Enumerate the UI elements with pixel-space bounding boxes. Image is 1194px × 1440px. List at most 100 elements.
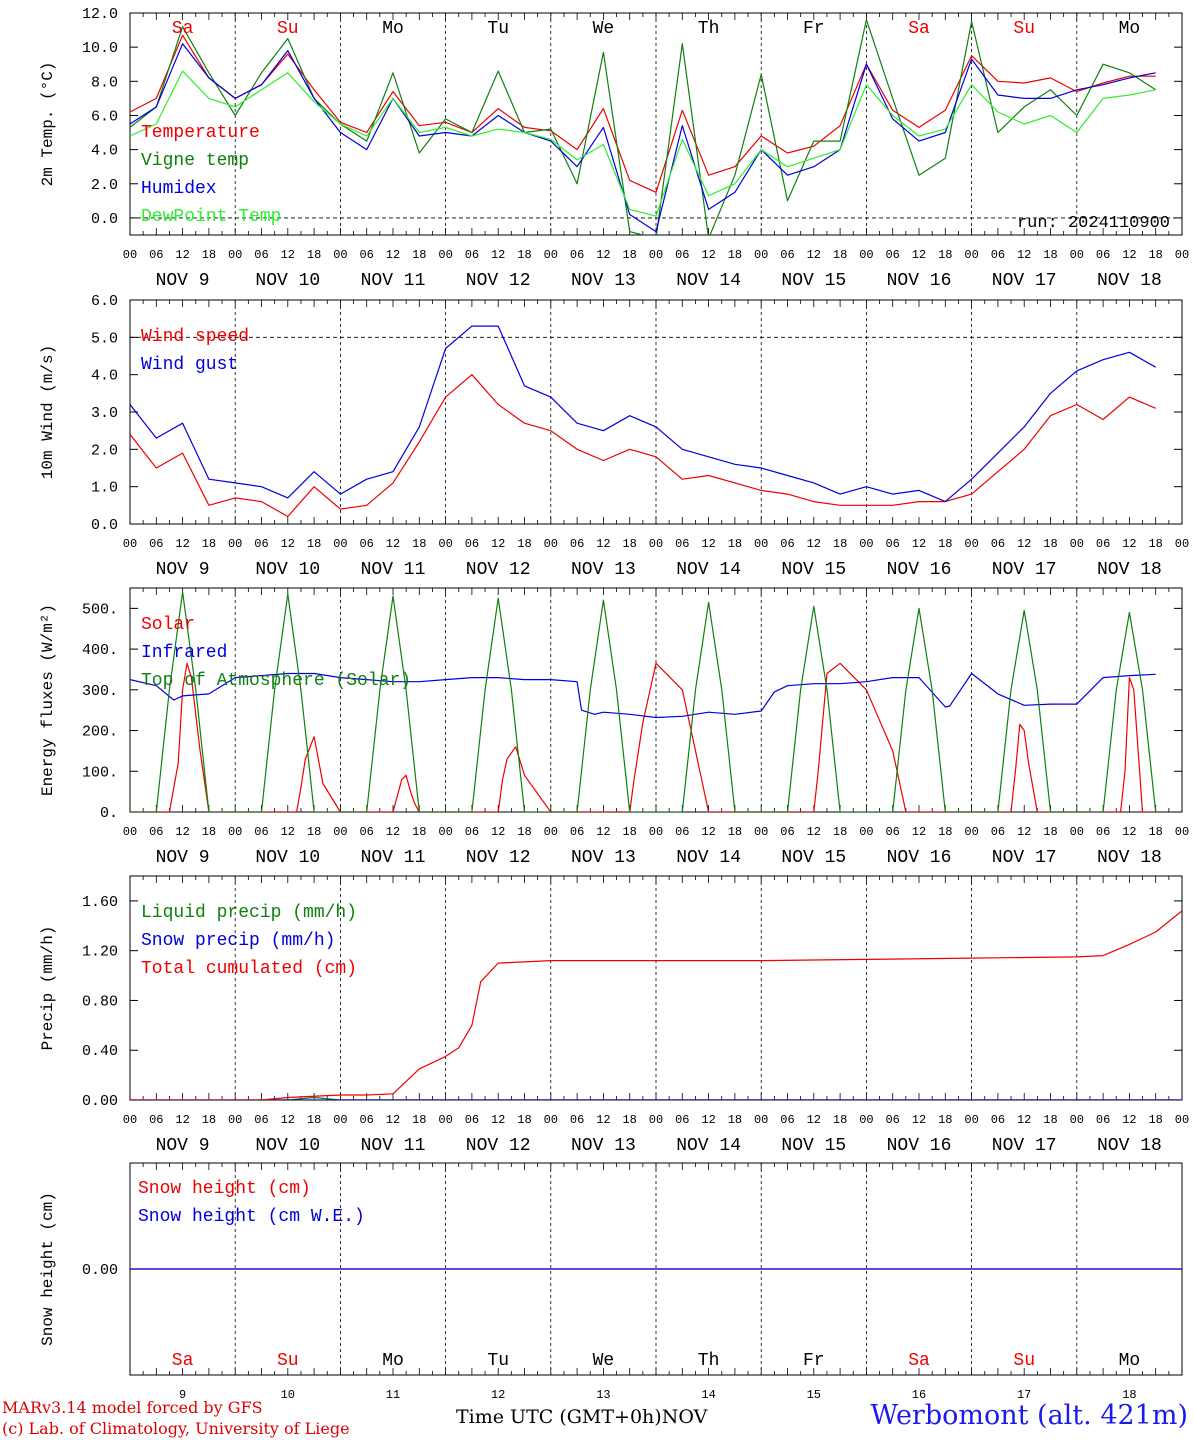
- date-number: 9: [179, 1388, 186, 1400]
- hour-tick-label: 18: [307, 537, 321, 551]
- hour-tick-label: 00: [649, 825, 663, 839]
- series-line: [130, 672, 1156, 719]
- hour-tick-label: 12: [1017, 248, 1031, 262]
- hour-tick-label: 18: [517, 1113, 531, 1127]
- hour-tick-label: 06: [359, 248, 373, 262]
- date-label: NOV 14: [676, 1136, 741, 1156]
- date-label: NOV 16: [887, 848, 952, 868]
- hour-tick-label: 12: [1017, 1113, 1031, 1127]
- hour-tick-label: 18: [1148, 537, 1162, 551]
- day-name: Tu: [487, 19, 509, 39]
- hour-tick-label: 12: [175, 825, 189, 839]
- day-name: We: [593, 1351, 615, 1371]
- hour-tick-label: 18: [833, 537, 847, 551]
- hour-tick-label: 06: [465, 1113, 479, 1127]
- date-label: NOV 17: [992, 271, 1057, 291]
- day-name: Sa: [172, 1351, 194, 1371]
- hour-tick-label: 00: [123, 1113, 137, 1127]
- hour-tick-label: 12: [596, 537, 610, 551]
- hour-tick-label: 12: [386, 537, 400, 551]
- legend-entry: Wind gust: [141, 355, 238, 375]
- panel-1: [129, 12, 1183, 236]
- legend-entry: Liquid precip (mm/h): [141, 903, 357, 923]
- series-line: [130, 325, 1156, 503]
- hour-tick-label: 18: [1043, 537, 1057, 551]
- date-label: NOV 11: [361, 848, 426, 868]
- date-label: NOV 16: [887, 560, 952, 580]
- hour-tick-label: 12: [701, 825, 715, 839]
- y-axis-label: 2m Temp. (°C): [39, 62, 57, 187]
- y-tick-label: 0.0: [91, 517, 118, 534]
- hour-tick-label: 00: [964, 825, 978, 839]
- hour-tick-label: 18: [1148, 825, 1162, 839]
- hour-tick-label: 00: [649, 1113, 663, 1127]
- date-label: NOV 11: [361, 1136, 426, 1156]
- y-tick-label: 2.0: [91, 177, 118, 194]
- date-label: NOV 18: [1097, 848, 1162, 868]
- day-name: Tu: [487, 1351, 509, 1371]
- hour-tick-label: 00: [438, 825, 452, 839]
- hour-tick-label: 06: [675, 825, 689, 839]
- hour-tick-label: 12: [281, 1113, 295, 1127]
- series-line: [130, 662, 1156, 812]
- y-tick-label: 12.0: [82, 6, 118, 23]
- hour-tick-label: 06: [149, 825, 163, 839]
- y-axis-label: Energy fluxes (W/m²): [39, 604, 57, 796]
- date-number: 12: [491, 1388, 505, 1400]
- hour-tick-label: 18: [517, 537, 531, 551]
- series-line: [130, 34, 1156, 193]
- y-tick-label: 1.0: [91, 480, 118, 497]
- date-label: NOV 12: [466, 848, 531, 868]
- hour-tick-label: 18: [307, 248, 321, 262]
- hour-tick-label: 18: [938, 537, 952, 551]
- date-label: NOV 9: [156, 1136, 210, 1156]
- legend-entry: Snow precip (mm/h): [141, 931, 335, 951]
- day-name: Mo: [1119, 1351, 1141, 1371]
- hour-tick-label: 00: [438, 248, 452, 262]
- date-number: 17: [1017, 1388, 1031, 1400]
- hour-tick-label: 06: [780, 537, 794, 551]
- hour-tick-label: 06: [359, 1113, 373, 1127]
- hour-tick-label: 12: [912, 1113, 926, 1127]
- day-name: We: [593, 19, 615, 39]
- hour-tick-label: 00: [123, 248, 137, 262]
- hour-tick-label: 00: [544, 537, 558, 551]
- hour-tick-label: 06: [570, 825, 584, 839]
- hour-tick-label: 12: [1122, 248, 1136, 262]
- hour-tick-label: 18: [728, 825, 742, 839]
- hour-tick-label: 18: [728, 248, 742, 262]
- hour-tick-label: 18: [622, 1113, 636, 1127]
- hour-tick-label: 18: [412, 1113, 426, 1127]
- hour-tick-label: 18: [517, 825, 531, 839]
- hour-tick-label: 00: [754, 1113, 768, 1127]
- y-tick-label: 100.: [82, 764, 118, 781]
- y-tick-label: 0.0: [91, 211, 118, 228]
- date-label: NOV 9: [156, 848, 210, 868]
- hour-tick-label: 06: [991, 537, 1005, 551]
- hour-tick-label: 18: [1148, 248, 1162, 262]
- legend-entry: Wind speed: [141, 327, 249, 347]
- date-label: NOV 14: [676, 560, 741, 580]
- hour-tick-label: 00: [754, 537, 768, 551]
- hour-tick-label: 06: [254, 537, 268, 551]
- panel-5: [129, 1162, 1183, 1376]
- series-line: [130, 910, 1182, 1100]
- hour-tick-label: 06: [991, 1113, 1005, 1127]
- hour-tick-label: 06: [1096, 537, 1110, 551]
- date-label: NOV 16: [887, 271, 952, 291]
- date-label: NOV 11: [361, 560, 426, 580]
- hour-tick-label: 00: [859, 537, 873, 551]
- panel-3: [129, 587, 1183, 813]
- hour-tick-label: 12: [912, 825, 926, 839]
- date-label: NOV 10: [255, 560, 320, 580]
- y-tick-label: 2.0: [91, 442, 118, 459]
- hour-tick-label: 00: [544, 825, 558, 839]
- hour-tick-label: 12: [386, 248, 400, 262]
- y-tick-label: 500.: [82, 601, 118, 618]
- legend-entry: Humidex: [141, 179, 217, 199]
- day-name: Su: [277, 1351, 299, 1371]
- day-name: Su: [277, 19, 299, 39]
- hour-tick-label: 06: [675, 1113, 689, 1127]
- hour-tick-label: 06: [359, 537, 373, 551]
- hour-tick-label: 12: [596, 248, 610, 262]
